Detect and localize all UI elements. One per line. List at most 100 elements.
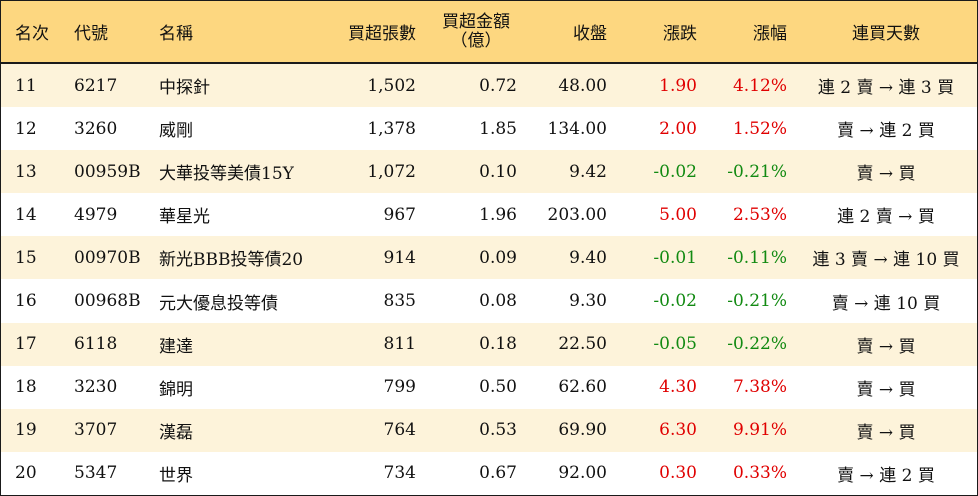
cell-consecutive-days: 賣 → 買 xyxy=(856,422,916,443)
cell-rank: 12 xyxy=(15,118,37,139)
cell-rank: 16 xyxy=(15,291,37,312)
cell-change: 0.30 xyxy=(659,463,697,484)
cell-close: 134.00 xyxy=(547,118,607,139)
cell-net-buy-amount: 0.09 xyxy=(479,247,517,268)
cell-net-buy-lots: 835 xyxy=(383,291,416,312)
cell-name: 大華投等美債15Y xyxy=(159,164,294,185)
cell-code: 3230 xyxy=(74,377,118,398)
cell-close: 9.30 xyxy=(569,291,607,312)
header-change: 漲跌 xyxy=(663,24,697,44)
cell-rank: 19 xyxy=(15,420,37,441)
cell-code: 4979 xyxy=(74,204,118,225)
cell-change-pct: -0.21% xyxy=(727,291,787,312)
cell-change: -0.02 xyxy=(653,161,697,182)
cell-close: 48.00 xyxy=(558,75,607,96)
table-row: 16 00968B 元大優息投等債 835 0.08 9.30 -0.02 -0.21% 賣 →… xyxy=(1,279,977,323)
cell-change: 6.30 xyxy=(659,420,697,441)
cell-change: -0.01 xyxy=(653,247,697,268)
cell-net-buy-amount: 0.08 xyxy=(479,291,517,312)
cell-code: 00970B xyxy=(74,247,141,268)
cell-net-buy-amount: 0.50 xyxy=(479,377,517,398)
cell-change-pct: -0.21% xyxy=(727,161,787,182)
cell-code: 3707 xyxy=(74,420,118,441)
cell-rank: 15 xyxy=(15,247,37,268)
table-header: 名次 代號 名稱 買超張數 買超金額 （億） 收盤 漲跌 漲幅 連買天數 xyxy=(1,1,977,64)
cell-close: 9.42 xyxy=(569,161,607,182)
header-consecutive-days: 連買天數 xyxy=(852,24,920,44)
header-net-buy-amount-line2: （億） xyxy=(450,30,502,51)
cell-close: 92.00 xyxy=(558,463,607,484)
cell-consecutive-days: 賣 → 買 xyxy=(856,164,916,185)
cell-net-buy-lots: 1,072 xyxy=(367,161,416,182)
cell-change-pct: 0.33% xyxy=(732,463,787,484)
cell-net-buy-lots: 764 xyxy=(383,420,416,441)
cell-consecutive-days: 賣 → 連 10 買 xyxy=(831,293,941,314)
cell-change: 5.00 xyxy=(659,204,697,225)
cell-consecutive-days: 賣 → 買 xyxy=(856,336,916,357)
cell-rank: 14 xyxy=(15,204,37,225)
cell-consecutive-days: 賣 → 買 xyxy=(856,379,916,400)
cell-net-buy-amount: 0.67 xyxy=(479,463,517,484)
cell-rank: 13 xyxy=(15,161,37,182)
cell-code: 00959B xyxy=(74,161,141,182)
cell-name: 建達 xyxy=(159,336,193,357)
table-row: 11 6217 中探針 1,502 0.72 48.00 1.90 4.12% 連 2 賣 → … xyxy=(1,64,977,108)
cell-change-pct: 7.38% xyxy=(732,377,787,398)
cell-close: 69.90 xyxy=(558,420,607,441)
cell-change-pct: -0.22% xyxy=(727,334,787,355)
cell-change: -0.02 xyxy=(653,291,697,312)
cell-net-buy-amount: 0.72 xyxy=(479,75,517,96)
table-body: 11 6217 中探針 1,502 0.72 48.00 1.90 4.12% 連 2 賣 → … xyxy=(1,64,977,495)
cell-change: 2.00 xyxy=(659,118,697,139)
header-rank: 名次 xyxy=(15,24,49,44)
table-row: 20 5347 世界 734 0.67 92.00 0.30 0.33% 賣 → 連 2 買 xyxy=(1,451,977,495)
cell-rank: 18 xyxy=(15,377,37,398)
cell-net-buy-amount: 0.18 xyxy=(479,334,517,355)
cell-net-buy-amount: 0.10 xyxy=(479,161,517,182)
cell-consecutive-days: 連 2 賣 → 連 3 買 xyxy=(817,78,955,99)
cell-net-buy-lots: 967 xyxy=(383,204,416,225)
table-row: 18 3230 錦明 799 0.50 62.60 4.30 7.38% 賣 → 買 xyxy=(1,365,977,409)
table-row: 19 3707 漢磊 764 0.53 69.90 6.30 9.91% 賣 → 買 xyxy=(1,408,977,452)
header-code: 代號 xyxy=(74,24,108,44)
cell-code: 6118 xyxy=(74,334,118,355)
table-row: 12 3260 威剛 1,378 1.85 134.00 2.00 1.52% 賣 → 連 2 … xyxy=(1,107,977,151)
cell-close: 62.60 xyxy=(558,377,607,398)
cell-change-pct: 2.53% xyxy=(732,204,787,225)
header-net-buy-amount-line1: 買超金額 xyxy=(442,11,510,32)
cell-name: 錦明 xyxy=(159,379,193,400)
cell-change: 4.30 xyxy=(659,377,697,398)
cell-change-pct: 1.52% xyxy=(732,118,787,139)
cell-change-pct: -0.11% xyxy=(727,247,787,268)
cell-net-buy-amount: 1.96 xyxy=(479,204,517,225)
header-close: 收盤 xyxy=(573,24,607,44)
table-row: 17 6118 建達 811 0.18 22.50 -0.05 -0.22% 賣 → 買 xyxy=(1,322,977,366)
cell-code: 6217 xyxy=(74,75,118,96)
cell-net-buy-lots: 914 xyxy=(383,247,416,268)
cell-consecutive-days: 賣 → 連 2 買 xyxy=(837,465,935,486)
table-row: 13 00959B 大華投等美債15Y 1,072 0.10 9.42 -0.02 -0.21… xyxy=(1,150,977,194)
cell-net-buy-lots: 811 xyxy=(383,334,416,355)
header-name: 名稱 xyxy=(159,24,193,44)
cell-consecutive-days: 連 2 賣 → 買 xyxy=(837,207,935,228)
cell-close: 22.50 xyxy=(558,334,607,355)
header-change-pct: 漲幅 xyxy=(753,24,787,44)
cell-code: 00968B xyxy=(74,291,141,312)
cell-change-pct: 9.91% xyxy=(732,420,787,441)
cell-rank: 11 xyxy=(15,75,37,96)
cell-name: 新光BBB投等債20 xyxy=(159,250,304,271)
cell-name: 華星光 xyxy=(159,207,210,228)
cell-close: 9.40 xyxy=(569,247,607,268)
cell-name: 中探針 xyxy=(159,78,210,99)
cell-name: 世界 xyxy=(159,465,193,486)
cell-consecutive-days: 賣 → 連 2 買 xyxy=(837,121,935,142)
cell-net-buy-amount: 1.85 xyxy=(479,118,517,139)
cell-net-buy-lots: 734 xyxy=(383,463,416,484)
cell-change: 1.90 xyxy=(659,75,697,96)
cell-net-buy-lots: 799 xyxy=(383,377,416,398)
header-net-buy-amount: 買超金額 （億） xyxy=(433,1,519,62)
cell-net-buy-lots: 1,378 xyxy=(367,118,416,139)
cell-name: 元大優息投等債 xyxy=(159,293,278,314)
cell-consecutive-days: 連 3 賣 → 連 10 買 xyxy=(812,250,960,271)
